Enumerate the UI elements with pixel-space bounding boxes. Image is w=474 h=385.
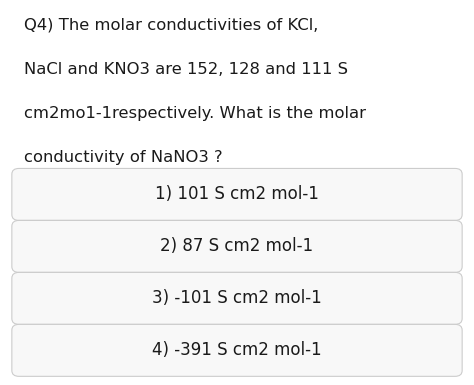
Text: conductivity of NaNO3 ?: conductivity of NaNO3 ? (24, 150, 222, 165)
FancyBboxPatch shape (12, 324, 462, 377)
Text: cm2mo1-1respectively. What is the molar: cm2mo1-1respectively. What is the molar (24, 106, 366, 121)
Text: 2) 87 S cm2 mol-1: 2) 87 S cm2 mol-1 (160, 238, 314, 255)
FancyBboxPatch shape (12, 273, 462, 324)
Text: 4) -391 S cm2 mol-1: 4) -391 S cm2 mol-1 (152, 341, 322, 359)
Text: Q4) The molar conductivities of KCl,: Q4) The molar conductivities of KCl, (24, 17, 318, 32)
FancyBboxPatch shape (12, 169, 462, 220)
Text: 1) 101 S cm2 mol-1: 1) 101 S cm2 mol-1 (155, 186, 319, 203)
Text: 3) -101 S cm2 mol-1: 3) -101 S cm2 mol-1 (152, 290, 322, 307)
FancyBboxPatch shape (12, 220, 462, 273)
Text: NaCl and KNO3 are 152, 128 and 111 S: NaCl and KNO3 are 152, 128 and 111 S (24, 62, 348, 77)
